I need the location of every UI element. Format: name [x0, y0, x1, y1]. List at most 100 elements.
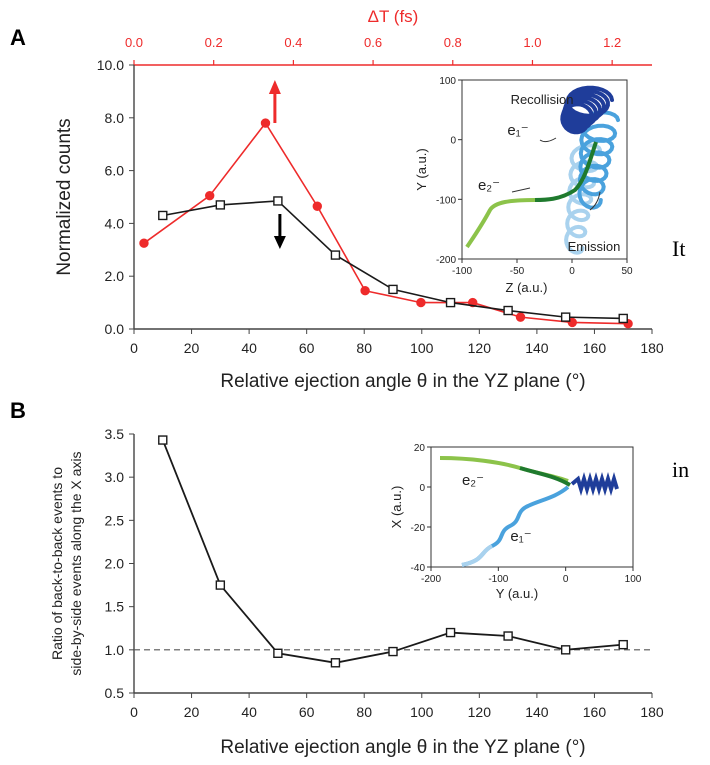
inset-label-emission: Emission	[568, 239, 621, 254]
data-point-a-0	[416, 297, 426, 308]
top-axis-title-a: ΔT (fs)	[368, 7, 419, 26]
data-point-a-0	[360, 286, 370, 296]
x-tick-label-a: 60	[299, 340, 315, 356]
side-text-in: in	[672, 457, 690, 482]
inset-y-tick-label-b: 0	[419, 483, 425, 494]
inset-label-e1-a: e₁⁻	[507, 122, 528, 139]
inset-x-tick-label-b: -100	[488, 574, 508, 585]
y-tick-label-a: 2.0	[105, 268, 125, 284]
down-arrow-head	[273, 236, 286, 249]
data-point-b	[445, 627, 456, 638]
x-tick-label-b: 100	[410, 704, 434, 720]
data-point-b	[560, 645, 571, 655]
y-tick-label-b: 0.5	[105, 685, 125, 701]
data-point-a-0	[515, 312, 526, 322]
inset-x-title-a: Z (a.u.)	[506, 280, 548, 295]
inset-x-tick-label-b: 100	[625, 574, 642, 585]
x-tick-label-b: 0	[130, 704, 138, 720]
data-point-a-1	[330, 250, 341, 260]
inset-y-tick-label-b: -40	[411, 563, 426, 574]
data-point-a-0	[139, 238, 149, 248]
trajectory-e1-light-b	[461, 544, 494, 567]
inset-label-recollision: Recollision	[511, 92, 574, 107]
x-tick-label-b: 180	[640, 704, 664, 720]
y-tick-label-a: 6.0	[105, 163, 125, 179]
inset-x-title-b: Y (a.u.)	[496, 586, 538, 601]
top-tick-label-a: 0.6	[364, 35, 382, 50]
x-tick-label-b: 120	[468, 704, 492, 720]
y-tick-label-b: 2.5	[105, 512, 125, 528]
data-point-b	[330, 658, 341, 668]
x-tick-label-a: 160	[583, 340, 607, 356]
series-line-a-0	[143, 121, 629, 325]
panel-label-a: A	[10, 25, 26, 50]
trajectory-recollision-b	[570, 472, 619, 496]
x-tick-label-a: 180	[640, 340, 664, 356]
x-tick-label-a: 140	[525, 340, 549, 356]
inset-x-tick-label-b: 0	[563, 574, 569, 585]
data-point-a-1	[445, 297, 456, 308]
data-point-a-1	[273, 196, 283, 206]
inset-y-tick-label-a: 0	[450, 136, 456, 147]
x-tick-label-a: 20	[184, 340, 200, 356]
data-point-b	[503, 631, 513, 641]
inset-frame-b	[430, 446, 634, 568]
y-tick-label-b: 2.0	[105, 556, 125, 572]
y-tick-label-b: 1.5	[105, 599, 125, 615]
inset-y-tick-label-a: -200	[436, 255, 456, 266]
inset-y-tick-label-b: -20	[411, 523, 426, 534]
inset-arrow-1	[539, 137, 557, 143]
data-point-a-1	[618, 313, 628, 324]
y-tick-label-b: 3.0	[105, 469, 125, 485]
x-tick-label-a: 80	[356, 340, 372, 356]
panel-label-b: B	[10, 398, 26, 423]
data-point-b	[618, 639, 628, 650]
data-point-a-0	[205, 190, 215, 201]
y-tick-label-b: 3.5	[105, 426, 125, 442]
x-tick-label-b: 160	[583, 704, 607, 720]
inset-arrow-3	[589, 191, 601, 211]
top-tick-label-a: 0.4	[284, 35, 302, 50]
up-arrow-head	[268, 80, 281, 94]
trajectory-e2-light-green	[465, 198, 536, 249]
inset-x-tick-label-a: 0	[569, 266, 575, 277]
x-tick-label-a: 100	[410, 340, 434, 356]
y-tick-label-a: 8.0	[105, 110, 125, 126]
x-tick-label-a: 0	[130, 340, 138, 356]
data-point-b	[215, 580, 226, 590]
trajectory-e1-blue	[577, 110, 620, 210]
x-tick-label-b: 40	[241, 704, 257, 720]
x-tick-label-a: 120	[468, 340, 492, 356]
inset-x-tick-label-a: -100	[452, 266, 472, 277]
inset-x-tick-label-a: 50	[621, 266, 633, 277]
data-point-b	[388, 646, 398, 657]
inset-y-title-a: Y (a.u.)	[414, 148, 429, 190]
x-tick-label-b: 20	[184, 704, 200, 720]
data-point-a-1	[560, 312, 571, 322]
trajectory-e2-dark-green-b	[519, 466, 572, 487]
data-point-b	[273, 648, 283, 658]
data-point-a-1	[503, 305, 513, 316]
data-point-a-0	[312, 201, 322, 211]
inset-y-tick-label-a: -100	[436, 195, 456, 206]
x-axis-title-b: Relative ejection angle θ in the YZ plan…	[220, 737, 585, 758]
y-axis-title-a: Normalized counts	[54, 118, 75, 275]
y-tick-label-a: 0.0	[105, 321, 125, 337]
y-tick-label-a: 10.0	[97, 57, 124, 73]
top-tick-label-a: 1.2	[603, 35, 621, 50]
y-axis-title-b-line1: Ratio of back-to-back events to	[49, 467, 65, 660]
top-tick-label-a: 0.2	[205, 35, 223, 50]
x-axis-title-a: Relative ejection angle θ in the YZ plan…	[220, 371, 585, 392]
inset-x-tick-label-a: -50	[510, 266, 525, 277]
inset-x-tick-label-b: -200	[421, 574, 441, 585]
data-point-a-1	[215, 200, 226, 210]
x-tick-label-b: 140	[525, 704, 549, 720]
inset-label-e1-b: e₁⁻	[510, 528, 531, 545]
data-point-a-0	[260, 118, 271, 128]
side-text-it: It	[672, 236, 686, 261]
inset-arrow-2	[511, 187, 531, 193]
top-tick-label-a: 0.0	[125, 35, 143, 50]
y-tick-label-b: 1.0	[105, 642, 125, 658]
top-tick-label-a: 1.0	[523, 35, 541, 50]
